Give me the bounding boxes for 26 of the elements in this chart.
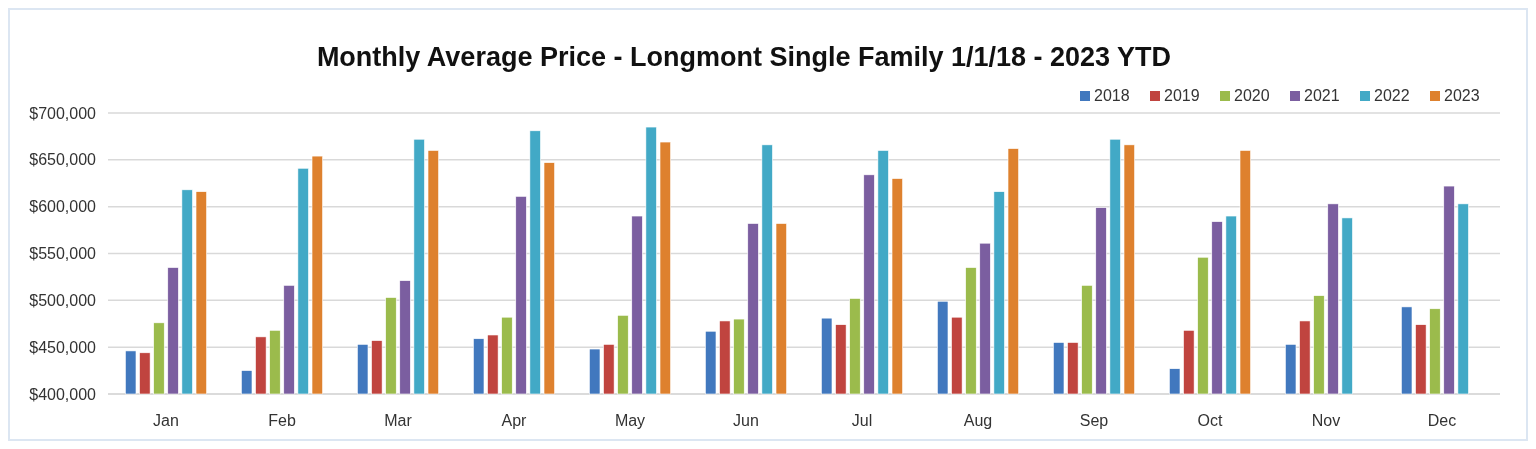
y-tick-label: $500,000 xyxy=(29,291,97,309)
x-tick-label: Mar xyxy=(384,412,413,429)
x-tick-label: Feb xyxy=(268,412,296,429)
chart-title: Monthly Average Price - Longmont Single Family 1/1/18 - 2023 YTD xyxy=(316,42,1172,72)
x-tick-label: Oct xyxy=(1197,412,1223,429)
y-tick-label: $650,000 xyxy=(29,151,97,169)
legend-label: 2023 xyxy=(1444,87,1480,104)
y-tick-label: $450,000 xyxy=(29,338,97,356)
x-tick-label: May xyxy=(614,412,646,429)
x-tick-label: Nov xyxy=(1311,412,1341,429)
x-tick-label: Aug xyxy=(963,412,993,429)
x-tick-label: Jul xyxy=(851,412,873,429)
x-tick-label: Sep xyxy=(1079,412,1109,429)
y-tick-label: $400,000 xyxy=(29,385,97,403)
x-tick-label: Jan xyxy=(153,412,179,429)
legend-label: 2018 xyxy=(1094,87,1130,104)
legend-label: 2022 xyxy=(1374,87,1410,104)
legend-label: 2020 xyxy=(1234,87,1270,104)
x-tick-label: Jun xyxy=(733,412,759,429)
x-tick-label: Dec xyxy=(1427,412,1457,429)
y-tick-label: $700,000 xyxy=(29,104,97,122)
legend-label: 2021 xyxy=(1304,87,1340,104)
legend-label: 2019 xyxy=(1164,87,1200,104)
y-tick-label: $600,000 xyxy=(29,198,97,216)
x-tick-label: Apr xyxy=(501,412,528,429)
y-tick-label: $550,000 xyxy=(29,245,97,263)
